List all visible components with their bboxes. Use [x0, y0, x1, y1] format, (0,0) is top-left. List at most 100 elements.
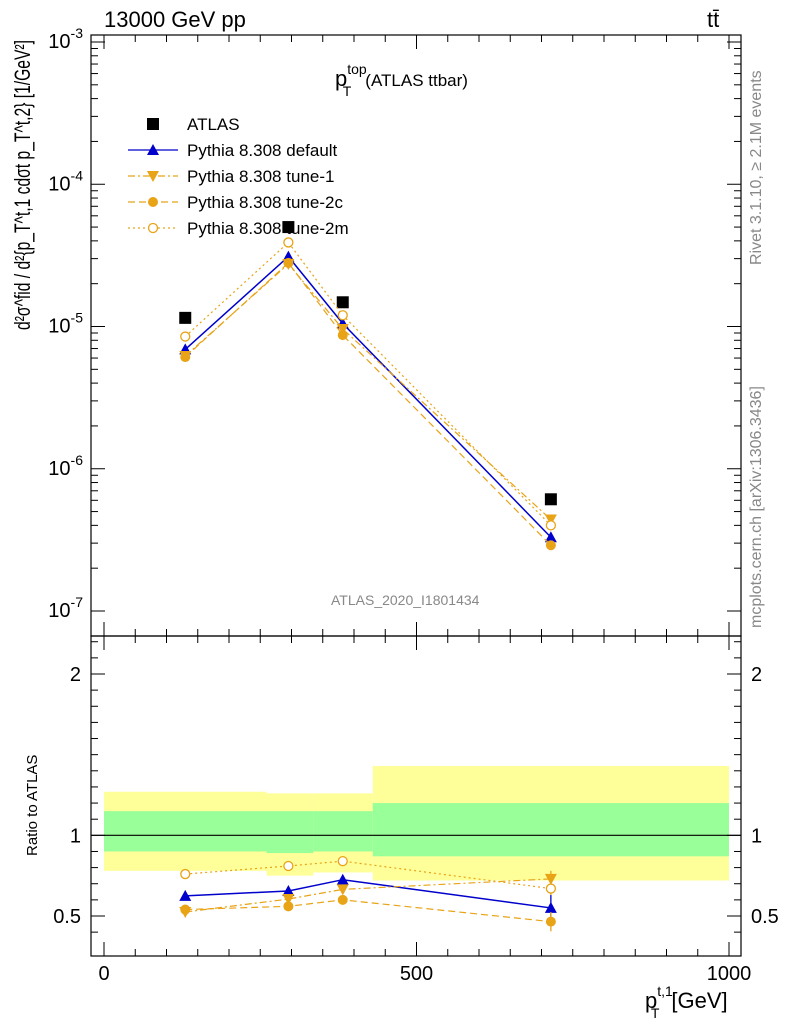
- legend: ATLAS Pythia 8.308 default Pythia 8.308 tu…: [128, 115, 349, 238]
- data-point: [336, 296, 349, 309]
- plot-title: ptop T(ATLAS ttbar): [335, 61, 468, 99]
- ratio-series-pythia-8-308-tune-2m: [180, 855, 557, 896]
- legend-entry: Pythia 8.308 tune-1: [128, 167, 334, 186]
- stat-uncertainty-band: [266, 811, 314, 854]
- ratio-data-point: [180, 904, 191, 915]
- stat-uncertainty-band: [372, 803, 729, 857]
- main-y-tick-exponent: -4: [71, 167, 84, 183]
- ratio-series-line: [185, 899, 551, 923]
- data-point: [337, 330, 348, 341]
- legend-label: ATLAS: [187, 115, 240, 134]
- x-tick-label: 500: [400, 963, 433, 985]
- ratio-data-point: [282, 894, 295, 906]
- ratio-y-axis-label: Ratio to ATLAS: [24, 755, 41, 856]
- ratio-bands: [91, 765, 741, 881]
- ratio-data-point: [545, 916, 556, 927]
- ratio-data-point: [544, 901, 557, 913]
- data-point: [545, 520, 557, 531]
- legend-entry: Pythia 8.308 tune-2c: [128, 193, 343, 212]
- legend-entry: Pythia 8.308 tune-2m: [128, 219, 349, 238]
- data-point: [544, 531, 557, 543]
- ratio-series-line: [185, 878, 551, 909]
- ratio-series-line: [185, 860, 551, 890]
- data-point: [180, 352, 191, 363]
- series-pythia-8-308-default: [179, 250, 557, 543]
- main-y-tick-label: 10-7: [48, 594, 83, 622]
- data-point: [282, 250, 295, 262]
- data-point: [179, 311, 192, 324]
- ratio-data-point: [337, 855, 348, 867]
- mcplots-label: mcplots.cern.ch [arXiv:1306.3436]: [748, 386, 765, 628]
- legend-label: Pythia 8.308 default: [187, 141, 338, 160]
- data-point: [337, 310, 348, 321]
- legend-marker: [148, 197, 158, 207]
- main-y-tick-exponent: -5: [71, 310, 84, 326]
- stat-uncertainty-band: [313, 811, 373, 852]
- main-y-tick-label: 10-3: [48, 25, 83, 53]
- ratio-data-point: [283, 860, 294, 872]
- main-y-tick-label: 10-5: [48, 310, 83, 338]
- ratio-data-point: [337, 894, 348, 905]
- ratio-y-tick-label: 2: [70, 664, 81, 686]
- data-point: [544, 493, 557, 506]
- series-line: [184, 262, 552, 546]
- series-line: [184, 255, 552, 538]
- ratio-data-point: [283, 901, 294, 912]
- ratio-series-line: [185, 878, 551, 913]
- main-y-tick-label: 10-6: [48, 452, 83, 480]
- rivet-version-label: Rivet 3.1.10, ≥ 2.1M events: [748, 70, 765, 265]
- main-y-axis-label-text: d²σ^fid / d²{p_T^t,1 cdσt p_T^t,2} [1/Ge…: [10, 40, 35, 330]
- series-line: [184, 241, 552, 526]
- ratio-data-point: [545, 883, 557, 894]
- legend-marker: [147, 118, 159, 130]
- ratio-y-tick-label-right: 1: [751, 825, 762, 847]
- ratio-data-point: [179, 889, 192, 901]
- data-point: [283, 237, 294, 248]
- ratio-series-pythia-8-308-tune-2c: [180, 894, 556, 932]
- series-pythia-8-308-tune-2c: [180, 257, 556, 551]
- main-y-axis-label: d²σ^fid / d²{p_T^t,1 cdσt p_T^t,2} [1/Ge…: [10, 40, 35, 330]
- series-pythia-8-308-tune-2m: [180, 237, 557, 531]
- ratio-data-point: [336, 873, 349, 885]
- data-point: [545, 540, 556, 551]
- ratio-series-pythia-8-308-default: [179, 873, 557, 921]
- legend-entry: ATLAS: [147, 115, 240, 134]
- legend-marker: [147, 222, 159, 234]
- ratio-data-point: [282, 884, 295, 896]
- collision-label: 13000 GeV pp: [104, 7, 246, 32]
- legend-marker: [147, 171, 159, 182]
- main-y-tick-exponent: -7: [71, 594, 84, 610]
- ratio-data-point: [336, 884, 349, 896]
- ratio-y-tick-label: 0.5: [53, 906, 81, 928]
- main-series-layer: [179, 221, 557, 551]
- data-point: [180, 331, 191, 342]
- data-point: [544, 514, 557, 526]
- legend-label: Pythia 8.308 tune-2c: [187, 193, 343, 212]
- series-line: [184, 263, 552, 520]
- ratio-series-layer: [179, 855, 557, 932]
- main-y-tick-label: 10-4: [48, 167, 83, 195]
- data-point: [336, 324, 349, 336]
- legend-label: Pythia 8.308 tune-2m: [187, 219, 349, 238]
- ratio-data-point: [180, 868, 191, 880]
- ratio-data-point: [544, 873, 557, 885]
- x-tick-label: 0: [98, 963, 109, 985]
- ratio-panel: 0.5 0.5 1 1 2 2 0 500 1000: [53, 635, 779, 985]
- legend-marker: [147, 144, 159, 155]
- stat-uncertainty-band: [104, 811, 267, 852]
- main-panel: 10-3 10-4 10-5 10-6 10-7: [48, 25, 742, 637]
- legend-label: Pythia 8.308 tune-1: [187, 167, 334, 186]
- main-y-tick-exponent: -6: [71, 452, 84, 468]
- x-tick-label: 1000: [707, 963, 752, 985]
- x-axis-label: pt,1 T [GeV]: [645, 983, 728, 1021]
- ratio-y-tick-label-right: 2: [751, 664, 762, 686]
- series-atlas: [179, 221, 557, 506]
- ratio-y-tick-label-right: 0.5: [751, 906, 779, 928]
- legend-entry: Pythia 8.308 default: [128, 141, 338, 160]
- ratio-y-tick-label: 1: [70, 825, 81, 847]
- analysis-label: ATLAS_2020_I1801434: [331, 592, 480, 608]
- data-point: [282, 221, 295, 234]
- data-point: [283, 257, 294, 268]
- process-label: tt̄: [707, 7, 719, 32]
